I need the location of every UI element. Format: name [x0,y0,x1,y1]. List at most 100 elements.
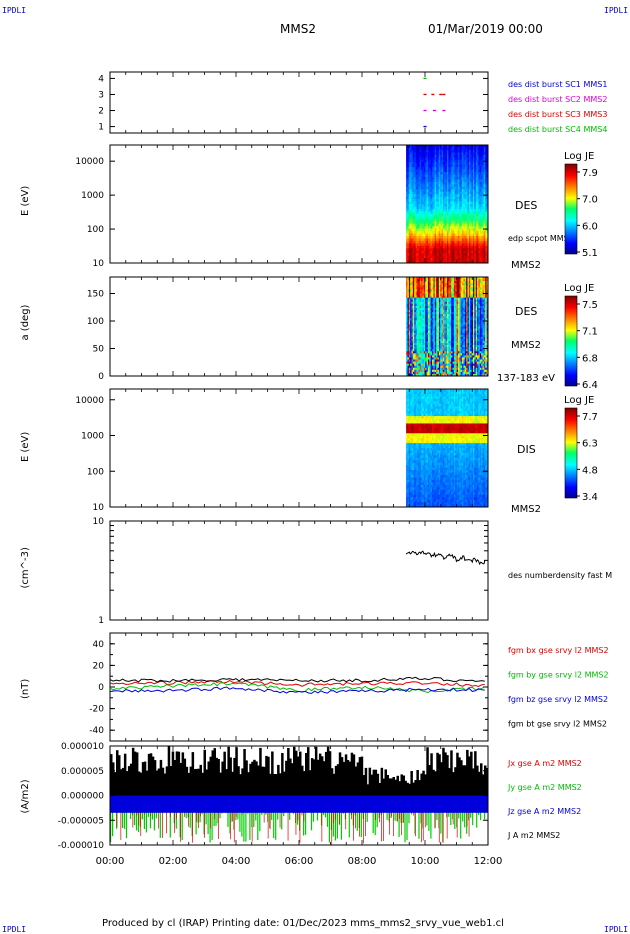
des-energy-cell [449,245,452,249]
des-energy-cell [462,201,464,205]
des-energy-cell [407,248,410,252]
des-energy-cell [447,164,449,168]
des-pitch-cell [414,330,417,334]
des-energy-cell [478,206,481,210]
des-energy-cell [417,194,419,198]
des-pitch-cell [455,349,457,352]
des-energy-cell [475,240,478,244]
des-energy-cell [419,191,422,195]
des-energy-cell [481,145,483,148]
des-pitch-cell [445,281,448,284]
des-energy-cell [412,164,415,168]
des-energy-cell [410,255,412,259]
des-energy-cell [475,213,478,217]
des-energy-cell [427,162,430,166]
des-pitch-cell [426,353,429,356]
des-pitch-cell [417,351,419,354]
des-energy-cell [455,208,457,212]
des-energy-cell [453,231,456,234]
des-energy-cell [463,164,466,168]
des-energy-cell [415,176,418,180]
des-energy-cell [448,194,451,198]
des-energy-cell [410,260,412,264]
des-energy-cell [434,248,437,252]
des-pitch-cell [453,373,456,377]
des-energy-cell [432,145,434,148]
des-energy-cell [436,181,438,185]
des-energy-cell [447,201,449,205]
des-energy-cell [419,218,422,222]
des-energy-cell [427,169,430,173]
des-pitch-cell [426,289,429,292]
des-energy-cell [472,167,475,170]
des-energy-cell [456,211,459,215]
des-pitch-cell [455,359,457,362]
des-energy-cell [426,199,429,202]
des-energy-cell [463,235,466,239]
des-energy-cell [460,240,463,244]
des-pitch-cell [422,322,425,325]
des-energy-cell [466,226,468,229]
des-pitch-cell [442,359,445,362]
des-energy-cell [415,245,418,249]
des-energy-cell [421,211,423,215]
des-pitch-cell [433,359,436,362]
des-pitch-cell [437,355,440,358]
des-pitch-cell [414,283,417,286]
des-energy-cell [459,181,462,185]
des-pitch-cell [447,365,449,369]
des-pitch-cell [407,314,410,317]
des-energy-cell [448,184,451,188]
des-pitch-cell [455,316,457,319]
des-energy-cell [434,196,437,200]
des-pitch-cell [407,291,410,294]
des-pitch-cell [410,328,412,332]
des-pitch-cell [441,332,444,336]
des-pitch-cell [418,283,421,286]
des-energy-cell [460,181,463,185]
des-energy-cell [478,211,481,215]
des-energy-cell [421,255,423,259]
des-energy-cell [422,152,425,156]
des-pitch-cell [408,303,411,307]
des-pitch-cell [417,349,419,352]
des-pitch-cell [406,332,408,336]
des-pitch-cell [419,291,422,294]
des-pitch-cell [417,316,419,319]
des-pitch-cell [425,359,427,362]
des-pitch-cell [410,291,412,294]
des-energy-cell [425,216,427,220]
des-pitch-cell [436,314,438,317]
des-energy-cell [455,167,457,170]
des-energy-cell [481,248,483,252]
des-energy-cell [462,196,464,200]
des-energy-cell [418,260,421,264]
des-pitch-cell [441,330,444,334]
des-pitch-cell [436,285,438,288]
des-energy-cell [414,221,417,225]
des-pitch-cell [440,361,442,365]
des-energy-cell [482,196,485,200]
des-energy-cell [429,157,432,161]
des-pitch-cell [457,320,460,323]
des-energy-cell [445,248,448,252]
y-tick-label: 100 [87,225,104,235]
des-energy-cell [477,154,479,158]
des-pitch-cell [441,305,444,309]
des-pitch-cell [414,338,417,342]
des-energy-cell [415,235,418,239]
des-pitch-cell [451,359,453,362]
des-energy-cell [475,199,478,202]
des-energy-cell [441,235,444,239]
des-energy-cell [464,223,467,227]
des-energy-cell [432,149,434,153]
des-energy-cell [440,174,442,178]
des-energy-cell [459,206,462,210]
des-pitch-cell [444,299,447,303]
des-pitch-cell [406,291,408,294]
des-energy-cell [445,167,448,170]
des-energy-cell [457,176,460,180]
des-pitch-cell [456,340,459,344]
des-energy-cell [456,248,459,252]
des-pitch-cell [459,287,462,290]
